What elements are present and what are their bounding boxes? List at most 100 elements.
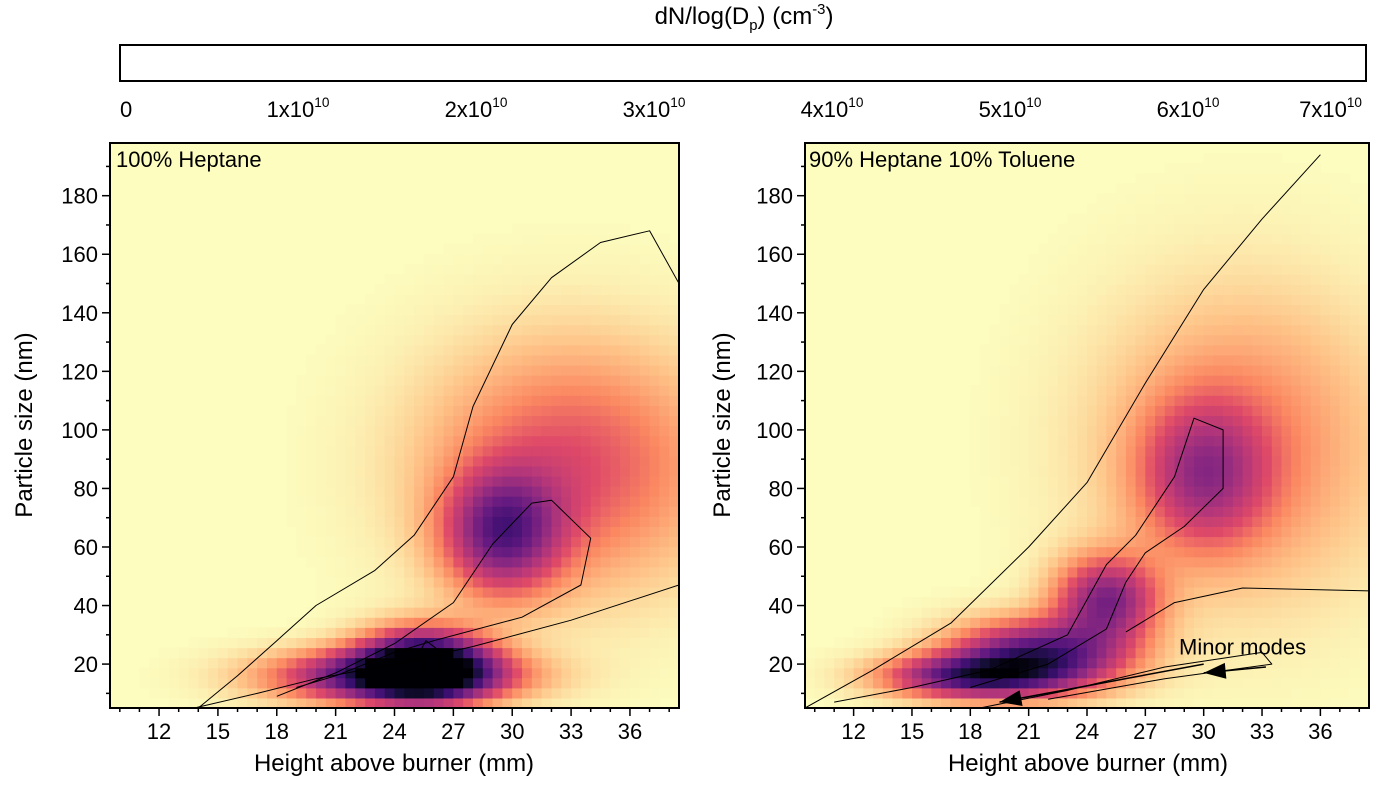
heatmap-cell bbox=[1320, 597, 1331, 608]
heatmap-cell bbox=[1164, 334, 1176, 346]
heatmap-cell bbox=[1223, 183, 1234, 195]
heatmap-cell bbox=[1223, 243, 1234, 255]
heatmap-cell bbox=[316, 375, 327, 386]
heatmap-cell bbox=[394, 576, 405, 588]
heatmap-cell bbox=[1155, 556, 1166, 568]
heatmap-cell bbox=[629, 365, 641, 376]
heatmap-cell bbox=[512, 243, 523, 255]
heatmap-cell bbox=[1330, 173, 1341, 184]
heatmap-cell bbox=[1018, 405, 1030, 416]
heatmap-cell bbox=[659, 324, 670, 336]
heatmap-cell bbox=[1038, 243, 1049, 255]
heatmap-cell bbox=[1252, 677, 1263, 689]
heatmap-cell bbox=[1262, 254, 1273, 265]
heatmap-cell bbox=[1028, 264, 1039, 275]
heatmap-cell bbox=[1067, 576, 1078, 588]
heatmap-cell bbox=[1184, 274, 1195, 285]
heatmap-cell bbox=[1330, 496, 1341, 507]
heatmap-cell bbox=[1252, 486, 1263, 497]
heatmap-cell bbox=[531, 516, 543, 527]
heatmap-cell bbox=[1087, 576, 1098, 588]
heatmap-cell bbox=[482, 314, 494, 326]
heatmap-cell bbox=[1087, 294, 1098, 305]
heatmap-cell bbox=[980, 586, 991, 598]
heatmap-cell bbox=[1184, 365, 1195, 376]
heatmap-cell bbox=[512, 627, 523, 638]
heatmap-cell bbox=[1106, 274, 1117, 285]
heatmap-cell bbox=[1135, 697, 1146, 708]
heatmap-cell bbox=[649, 697, 660, 708]
heatmap-cell bbox=[1077, 324, 1088, 336]
heatmap-cell bbox=[1106, 496, 1117, 507]
heatmap-cell bbox=[1262, 203, 1273, 215]
heatmap-cell bbox=[512, 324, 523, 336]
heatmap-cell bbox=[1320, 627, 1331, 638]
heatmap-cell bbox=[999, 415, 1010, 427]
heatmap-cell bbox=[502, 526, 513, 538]
heatmap-cell bbox=[989, 425, 1001, 437]
heatmap-cell bbox=[335, 597, 346, 608]
heatmap-cell bbox=[1310, 233, 1321, 245]
heatmap-cell bbox=[1271, 475, 1283, 487]
heatmap-cell bbox=[335, 334, 346, 346]
heatmap-cell bbox=[1087, 566, 1098, 578]
heatmap-cell bbox=[1300, 506, 1312, 517]
heatmap-cell bbox=[1087, 526, 1098, 538]
heatmap-cell bbox=[394, 365, 405, 376]
heatmap-cell bbox=[989, 475, 1001, 487]
heatmap-cell bbox=[502, 284, 513, 295]
heatmap-cell bbox=[355, 506, 366, 517]
heatmap-cell bbox=[316, 617, 327, 628]
heatmap-cell bbox=[276, 657, 288, 669]
heatmap-cell bbox=[980, 526, 991, 538]
heatmap-cell bbox=[404, 516, 415, 527]
heatmap-cell bbox=[1087, 637, 1098, 649]
heatmap-cell bbox=[1271, 516, 1283, 527]
heatmap-cell bbox=[834, 657, 845, 669]
heatmap-cell bbox=[980, 516, 991, 527]
heatmap-cell bbox=[1145, 576, 1156, 588]
heatmap-cell bbox=[1184, 415, 1195, 427]
heatmap-cell bbox=[1116, 203, 1127, 215]
heatmap-cell bbox=[512, 536, 523, 548]
heatmap-cell bbox=[404, 647, 415, 659]
heatmap-cell bbox=[960, 677, 971, 689]
heatmap-cell bbox=[600, 274, 611, 285]
heatmap-cell bbox=[551, 344, 562, 356]
heatmap-cell bbox=[1271, 637, 1283, 649]
heatmap-cell bbox=[950, 617, 962, 628]
heatmap-cell bbox=[805, 647, 816, 659]
heatmap-cell bbox=[610, 627, 621, 638]
heatmap-cell bbox=[1310, 536, 1321, 548]
heatmap-cell bbox=[296, 637, 307, 649]
heatmap-cell bbox=[531, 354, 543, 366]
heatmap-cell bbox=[1330, 697, 1341, 708]
colorbar-tick-label: 4x1010 bbox=[801, 95, 864, 122]
heatmap-cell bbox=[1057, 526, 1069, 538]
heatmap-cell bbox=[541, 324, 553, 336]
heatmap-cell bbox=[394, 385, 405, 396]
heatmap-cell bbox=[561, 304, 572, 316]
heatmap-cell bbox=[492, 405, 503, 416]
heatmap-cell bbox=[1330, 243, 1341, 255]
heatmap-cell bbox=[492, 274, 503, 285]
heatmap-cell bbox=[1349, 526, 1360, 538]
heatmap-cell bbox=[1067, 395, 1078, 406]
heatmap-cell bbox=[286, 475, 297, 487]
heatmap-cell bbox=[482, 627, 494, 638]
heatmap-cell bbox=[374, 415, 386, 427]
heatmap-cell bbox=[1271, 455, 1283, 467]
heatmap-cell bbox=[345, 597, 356, 608]
heatmap-cell bbox=[1203, 526, 1214, 538]
heatmap-cell bbox=[989, 486, 1001, 497]
heatmap-cell bbox=[1242, 163, 1253, 174]
heatmap-cell bbox=[394, 274, 405, 285]
heatmap-cell bbox=[1359, 193, 1369, 205]
heatmap-cell bbox=[1310, 223, 1321, 235]
heatmap-cell bbox=[1349, 425, 1360, 437]
heatmap-cell bbox=[1116, 213, 1127, 225]
heatmap-cell bbox=[669, 637, 679, 649]
heatmap-cell bbox=[1087, 687, 1098, 699]
heatmap-cell bbox=[639, 354, 651, 366]
heatmap-cell bbox=[1300, 465, 1312, 477]
